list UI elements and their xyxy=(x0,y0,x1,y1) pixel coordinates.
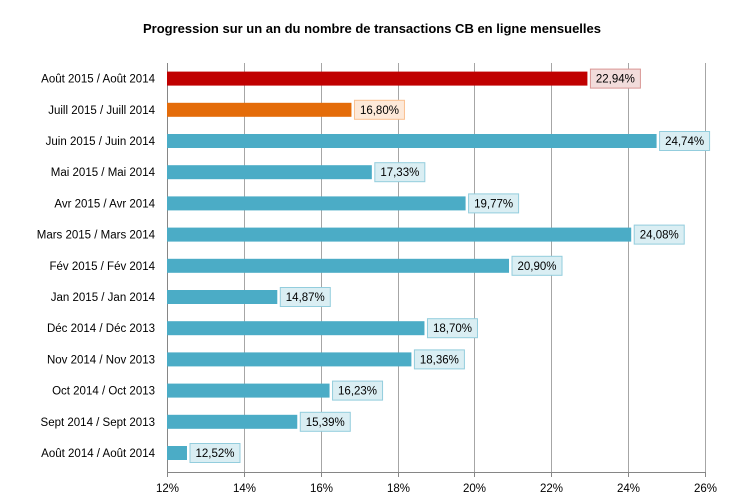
category-label: Juin 2015 / Juin 2014 xyxy=(46,136,156,148)
data-label: 17,33% xyxy=(380,167,419,179)
data-label: 14,87% xyxy=(286,292,325,304)
data-label: 24,08% xyxy=(640,230,679,242)
category-label: Nov 2014 / Nov 2013 xyxy=(47,354,155,366)
x-tick-label: 20% xyxy=(463,483,486,495)
category-labels: Août 2015 / Août 2014 Juill 2015 / Juill … xyxy=(37,74,156,460)
bar xyxy=(167,102,352,117)
bar xyxy=(167,71,588,86)
category-label: Mars 2015 / Mars 2014 xyxy=(37,230,156,242)
data-label: 20,90% xyxy=(518,261,557,273)
data-label-box xyxy=(633,224,685,245)
category-label: Août 2015 / Août 2014 xyxy=(41,74,155,86)
category-label: Août 2014 / Août 2014 xyxy=(41,448,155,460)
data-label: 22,94% xyxy=(596,74,635,86)
category-label: Mai 2015 / Mai 2014 xyxy=(51,167,156,179)
bar xyxy=(167,258,510,273)
bar xyxy=(167,383,330,398)
x-tick-label: 18% xyxy=(387,483,410,495)
x-tick-label: 16% xyxy=(310,483,333,495)
data-label: 24,74% xyxy=(665,136,704,148)
bar xyxy=(167,352,412,367)
data-label: 18,70% xyxy=(433,323,472,335)
bar xyxy=(167,134,657,148)
x-tick-label: 14% xyxy=(233,483,256,495)
data-label-box xyxy=(413,349,465,370)
bar xyxy=(167,321,425,336)
bar xyxy=(167,227,632,242)
data-label-box xyxy=(353,99,405,120)
x-tick-label: 12% xyxy=(156,483,179,495)
x-tick-label: 22% xyxy=(540,483,563,495)
data-label: 19,77% xyxy=(474,198,513,210)
bar xyxy=(167,196,466,211)
data-label-box xyxy=(659,131,711,151)
x-tick-label: 24% xyxy=(617,483,640,495)
category-label: Oct 2014 / Oct 2013 xyxy=(52,386,155,398)
category-label: Sept 2014 / Sept 2013 xyxy=(41,417,155,429)
data-label-box xyxy=(189,443,241,463)
bar xyxy=(167,446,187,460)
bar xyxy=(167,290,278,304)
data-label-box xyxy=(279,287,331,307)
data-label: 15,39% xyxy=(306,417,345,429)
data-label-box xyxy=(589,68,641,89)
category-label: Déc 2014 / Déc 2013 xyxy=(47,323,155,335)
category-label: Fév 2015 / Fév 2014 xyxy=(50,261,156,273)
data-label-box xyxy=(332,380,384,401)
data-label: 16,80% xyxy=(360,105,399,117)
data-label-box xyxy=(299,411,351,432)
data-label-box xyxy=(511,255,563,276)
x-axis-ticks: 12% 14% 16% 18% 20% 22% 24% 26% xyxy=(156,472,717,495)
bar xyxy=(167,165,372,180)
x-tick-label: 26% xyxy=(694,483,717,495)
data-label-box xyxy=(468,193,520,214)
category-label: Juill 2015 / Juill 2014 xyxy=(48,105,155,117)
data-label: 16,23% xyxy=(338,386,377,398)
category-label: Avr 2015 / Avr 2014 xyxy=(54,198,155,210)
bar xyxy=(167,414,298,429)
data-label-box xyxy=(426,318,478,339)
data-label-box xyxy=(374,162,426,183)
data-label: 18,36% xyxy=(420,354,459,366)
data-labels: 22,94% 16,80% 24,74% 17,33% 19,77% 24,08% 20,9… xyxy=(189,68,711,463)
category-label: Jan 2015 / Jan 2014 xyxy=(51,292,156,304)
bars xyxy=(167,71,657,460)
chart-title: Progression sur un an du nombre de trans… xyxy=(143,21,601,36)
data-label: 12,52% xyxy=(195,448,234,460)
